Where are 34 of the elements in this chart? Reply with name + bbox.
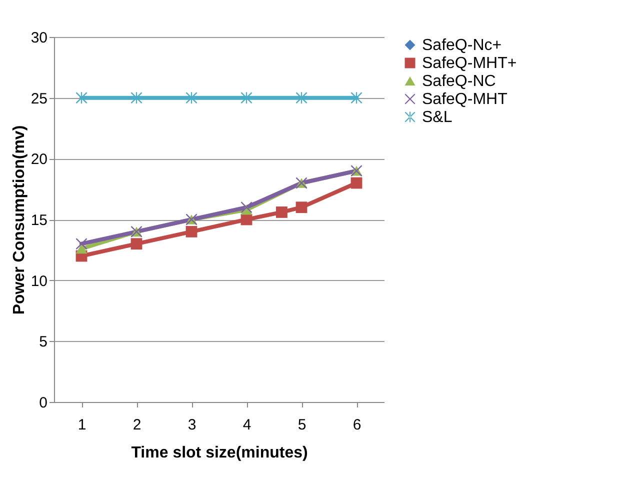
y-tick-label: 25 [30,90,48,108]
y-tick-label: 20 [30,151,48,168]
y-tick-label: 5 [39,334,48,351]
point [296,92,308,104]
point [240,92,252,104]
y-axis-title: Power Consumption(mv) [10,125,28,315]
x-tick-label: 6 [352,416,362,434]
y-tick-label: 15 [30,212,48,229]
point [76,92,88,104]
point [296,202,308,214]
y-tick-label: 0 [39,394,48,412]
point [276,206,288,218]
legend-label: S&L [422,109,452,126]
legend-label: SafeQ-MHT [422,91,508,108]
y-tick-label: 30 [30,30,48,46]
legend-label: SafeQ-Nc+ [422,37,502,54]
point [186,226,198,238]
point [240,202,252,214]
point [130,92,142,104]
point [76,244,88,254]
point [350,177,362,189]
x-tick-label: 1 [78,416,86,434]
point [186,92,198,104]
point [76,238,88,250]
x-tick-label: 5 [298,416,306,434]
legend-label: SafeQ-MHT+ [422,55,517,72]
x-axis-title: Time slot size(minutes) [131,444,308,462]
x-tick-label: 3 [188,416,196,434]
y-tick-label: 10 [30,272,48,290]
point [130,238,142,250]
x-tick-label: 4 [242,416,252,434]
x-tick-label: 2 [132,416,142,434]
legend-label: SafeQ-NC [422,73,496,90]
point [350,92,362,104]
